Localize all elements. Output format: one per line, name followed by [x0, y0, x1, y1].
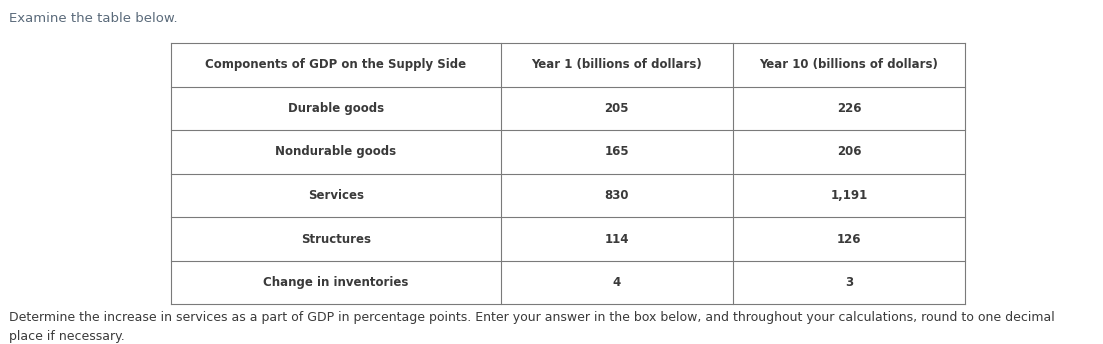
Text: Nondurable goods: Nondurable goods	[275, 146, 396, 159]
Text: Services: Services	[308, 189, 364, 202]
Text: 4: 4	[612, 276, 621, 289]
Text: 114: 114	[604, 233, 629, 246]
Text: 205: 205	[604, 102, 629, 115]
Text: Determine the increase in services as a part of GDP in percentage points. Enter : Determine the increase in services as a …	[9, 311, 1054, 343]
Text: 3: 3	[845, 276, 853, 289]
Text: 1,191: 1,191	[831, 189, 868, 202]
Text: Durable goods: Durable goods	[288, 102, 384, 115]
Text: Components of GDP on the Supply Side: Components of GDP on the Supply Side	[205, 58, 467, 71]
Text: Structures: Structures	[301, 233, 371, 246]
Text: 206: 206	[837, 146, 861, 159]
Text: Examine the table below.: Examine the table below.	[9, 12, 178, 25]
Text: Change in inventories: Change in inventories	[264, 276, 408, 289]
Text: 226: 226	[837, 102, 861, 115]
Text: 830: 830	[604, 189, 629, 202]
Text: 126: 126	[837, 233, 861, 246]
Text: 165: 165	[604, 146, 629, 159]
Text: Year 1 (billions of dollars): Year 1 (billions of dollars)	[532, 58, 703, 71]
Text: Year 10 (billions of dollars): Year 10 (billions of dollars)	[760, 58, 939, 71]
